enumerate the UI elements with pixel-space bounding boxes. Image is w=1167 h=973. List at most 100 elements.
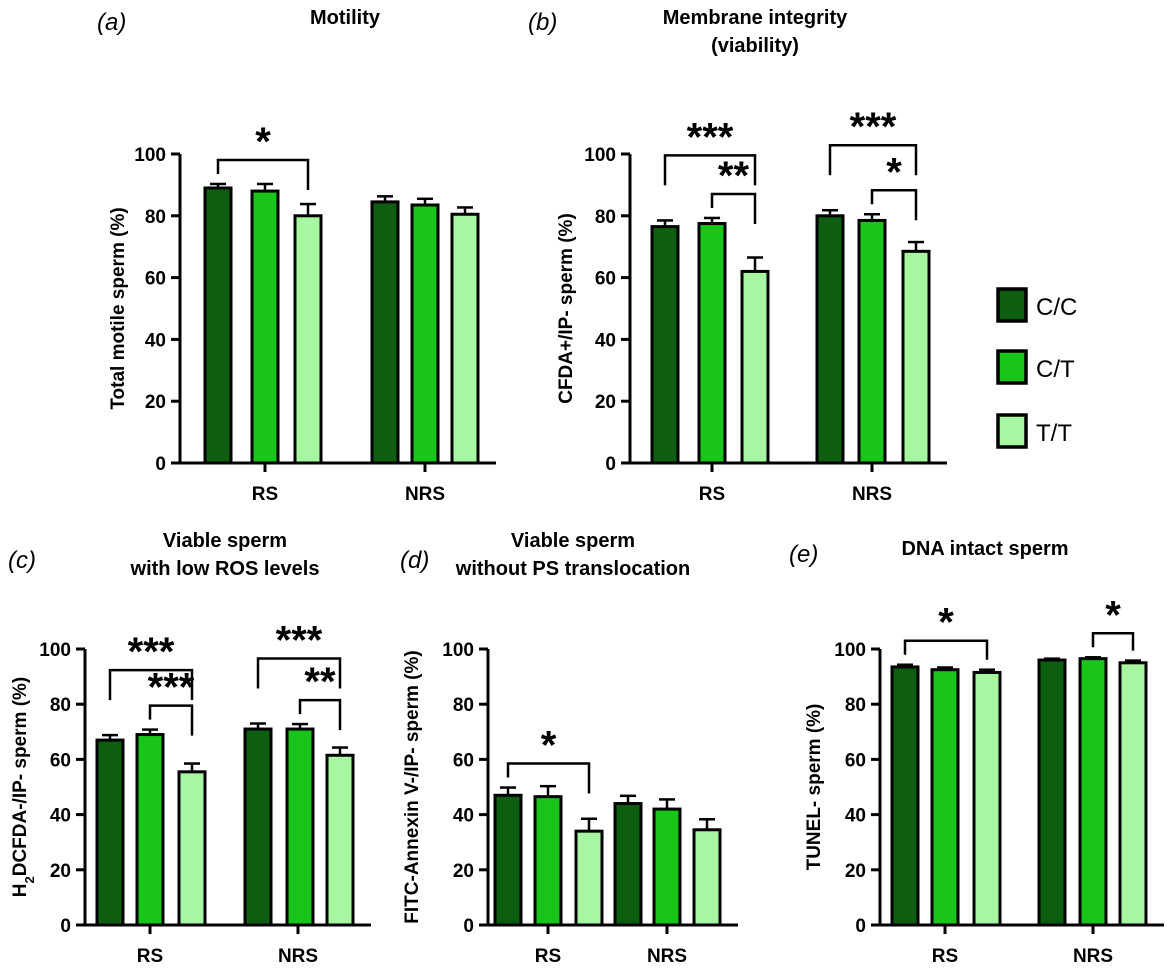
y-axis-title: Total motile sperm (%)	[108, 207, 129, 409]
x-category-label: RS	[699, 484, 725, 505]
significance-bracket	[298, 698, 342, 731]
bar-t-t	[692, 828, 722, 927]
significance-stars: *	[938, 601, 954, 645]
x-category-label: RS	[932, 946, 958, 967]
legend-swatch-c-t	[996, 349, 1028, 385]
x-category-label: RS	[252, 484, 278, 505]
y-tick-label: 40	[453, 806, 474, 827]
significance-stars: *	[541, 724, 557, 768]
y-tick-label: 100	[134, 145, 166, 166]
significance-stars: **	[304, 660, 336, 704]
y-tick-label: 40	[50, 806, 71, 827]
y-axis-title: FITC-Annexin V-/IP- sperm (%)	[402, 650, 423, 923]
x-category-label: RS	[137, 946, 163, 967]
y-tick-label: 80	[453, 695, 474, 716]
y-tick-label: 60	[595, 269, 616, 290]
y-tick-label: 80	[50, 695, 71, 716]
panel-title: without PS translocation	[455, 558, 690, 580]
x-category-label: NRS	[405, 484, 445, 505]
significance-bracket	[148, 704, 194, 736]
y-tick-label: 0	[155, 454, 166, 475]
y-tick-label: 20	[595, 392, 616, 413]
significance-bracket	[903, 639, 989, 660]
bar-c-c	[203, 186, 233, 465]
bar-c-c	[243, 727, 273, 927]
y-tick-label: 80	[595, 207, 616, 228]
bar-t-t	[293, 214, 323, 465]
panel-title: Motility	[310, 7, 381, 29]
legend-label: C/T	[1036, 356, 1075, 383]
bar-t-t	[574, 829, 604, 927]
bar-c-t	[930, 668, 960, 927]
significance-bracket	[108, 668, 194, 701]
bar-c-c	[613, 802, 643, 927]
bar-t-t	[177, 770, 207, 927]
panel-letter: (d)	[400, 547, 429, 574]
significance-bracket	[216, 158, 310, 190]
y-tick-label: 0	[605, 454, 616, 475]
y-tick-label: 20	[145, 392, 166, 413]
y-tick-label: 60	[145, 269, 166, 290]
panel-title: DNA intact sperm	[901, 538, 1068, 560]
panel-title: with low ROS levels	[130, 558, 320, 580]
panel-letter: (e)	[789, 541, 818, 568]
bar-c-t	[135, 733, 165, 927]
x-category-label: NRS	[647, 946, 687, 967]
y-tick-label: 100	[584, 145, 616, 166]
significance-bracket	[256, 657, 342, 689]
y-tick-label: 20	[453, 861, 474, 882]
x-category-label: RS	[535, 946, 561, 967]
bar-t-t	[972, 670, 1002, 927]
significance-stars: *	[255, 120, 271, 164]
significance-bracket	[828, 143, 918, 176]
y-tick-label: 80	[145, 207, 166, 228]
y-tick-label: 40	[595, 330, 616, 351]
bar-c-c	[370, 200, 400, 465]
y-axis-title: TUNEL- sperm (%)	[804, 704, 825, 871]
legend-swatch-c-c	[996, 287, 1028, 323]
panel-letter: (c)	[8, 547, 36, 574]
bar-c-t	[1078, 657, 1108, 927]
y-tick-label: 100	[39, 640, 71, 661]
legend: C/C C/T T/T	[996, 287, 1077, 449]
legend-swatch-t-t	[996, 413, 1028, 449]
chart-panel-d: (d) Viable sperm without PS translocation 0…	[400, 530, 738, 967]
significance-stars: *	[1105, 593, 1121, 637]
bar-c-c	[493, 793, 523, 927]
panel-title: Viable sperm	[511, 530, 635, 552]
bar-c-t	[652, 807, 682, 927]
panel-letter: (b)	[528, 9, 557, 36]
x-category-label: NRS	[1073, 946, 1113, 967]
y-tick-label: 60	[50, 750, 71, 771]
bar-c-c	[650, 225, 680, 465]
significance-bracket	[870, 189, 918, 221]
y-axis-title: H2DCFDA-/IP- sperm (%)H2DCFDA-/IP- sperm…	[10, 677, 37, 897]
y-tick-label: 100	[442, 640, 474, 661]
x-category-label: NRS	[852, 484, 892, 505]
y-tick-label: 80	[845, 695, 866, 716]
bar-t-t	[1118, 661, 1148, 927]
significance-stars: ***	[850, 105, 897, 149]
x-category-label: NRS	[278, 946, 318, 967]
panel-title: Membrane integrity	[663, 7, 848, 29]
significance-stars: **	[718, 154, 750, 198]
y-tick-label: 40	[845, 806, 866, 827]
y-tick-label: 0	[855, 916, 866, 937]
y-tick-label: 100	[834, 640, 866, 661]
bar-c-c	[1037, 658, 1067, 927]
y-tick-label: 40	[145, 330, 166, 351]
significance-bracket	[663, 154, 757, 186]
y-tick-label: 60	[845, 750, 866, 771]
bar-c-c	[95, 738, 125, 927]
chart-panel-b: (b) Membrane integrity (viability) 0 20 40 60 8…	[528, 7, 947, 505]
y-tick-label: 20	[845, 861, 866, 882]
y-tick-label: 20	[50, 861, 71, 882]
bar-c-t	[285, 727, 315, 927]
bar-t-t	[325, 753, 355, 927]
bar-t-t	[740, 269, 770, 465]
significance-bracket	[710, 192, 757, 224]
significance-stars: *	[886, 150, 902, 194]
y-tick-label: 60	[453, 750, 474, 771]
